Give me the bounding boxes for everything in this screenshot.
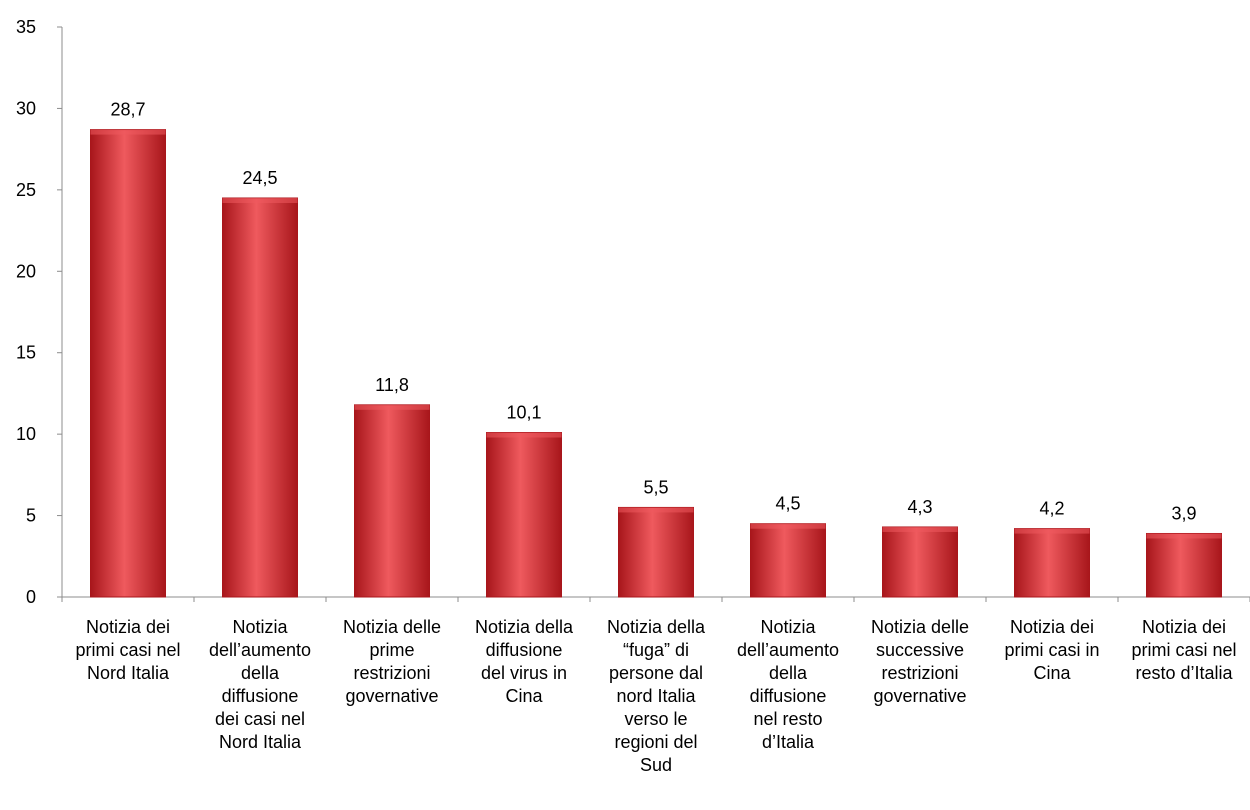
bar-body: [90, 129, 166, 598]
bar-body: [882, 526, 958, 598]
data-label: 4,3: [907, 497, 932, 517]
data-label: 4,2: [1039, 499, 1064, 519]
bar: [486, 432, 562, 598]
data-label: 28,7: [110, 100, 145, 120]
bar: [1014, 528, 1090, 598]
data-label: 4,5: [775, 494, 800, 514]
bar: [354, 404, 430, 598]
bar-body: [618, 506, 694, 598]
y-tick-label: 35: [16, 17, 36, 37]
x-category-label: Notizia dei primi casi nel Nord Italia: [75, 617, 180, 683]
y-tick-label: 15: [16, 343, 36, 363]
bar-highlight: [1146, 533, 1222, 539]
data-labels: 28,7 24,5 11,8 10,1 5,5 4,5 4,3 4,2 3,9: [110, 100, 1196, 524]
bar-body: [222, 197, 298, 598]
category-labels: Notizia dei primi casi nel Nord Italia Noti…: [75, 617, 1236, 775]
x-category-label: Notizia delle prime restrizioni governative: [343, 617, 441, 706]
x-category-label: Notizia dei primi casi in Cina: [1004, 617, 1099, 683]
y-tick-label: 10: [16, 424, 36, 444]
bar: [222, 197, 298, 598]
x-category-label: Notizia della “fuga” di persone dal nord It…: [607, 617, 706, 775]
x-category-label: Notizia della diffusione del virus in Cina: [475, 617, 574, 706]
bar: [90, 129, 166, 598]
bar-highlight: [354, 404, 430, 410]
data-label: 24,5: [242, 168, 277, 188]
bar-highlight: [222, 198, 298, 203]
data-label: 3,9: [1171, 503, 1196, 523]
y-tick-label: 0: [26, 587, 36, 607]
data-label: 11,8: [375, 375, 409, 395]
bar-highlight: [750, 523, 826, 529]
bar: [618, 506, 694, 598]
bars: [90, 129, 1222, 598]
bar-body: [354, 404, 430, 598]
bar: [750, 523, 826, 598]
x-category-label: Notizia dei primi casi nel resto d’Italia: [1131, 617, 1236, 683]
y-tick-label: 5: [26, 506, 36, 526]
data-label: 5,5: [643, 477, 668, 497]
bar: [1146, 532, 1222, 598]
bar-body: [1014, 528, 1090, 598]
bar-body: [1146, 532, 1222, 598]
y-tick-label: 25: [16, 180, 36, 200]
bar-highlight: [1014, 528, 1090, 534]
x-category-label: Notizia delle successive restrizioni govern…: [871, 617, 969, 706]
x-category-label: Notizia dell’aumento della diffusione nel re…: [737, 617, 839, 752]
bar-body: [486, 432, 562, 598]
bar: [882, 526, 958, 598]
bar-highlight: [618, 507, 694, 513]
x-category-label: Notizia dell’aumento della diffusione dei ca…: [209, 617, 311, 752]
y-tick-label: 30: [16, 98, 36, 118]
bar-highlight: [486, 432, 562, 438]
bar-highlight: [882, 526, 958, 532]
bar-body: [750, 523, 826, 598]
y-tick-label: 20: [16, 261, 36, 281]
bar-highlight: [90, 129, 166, 135]
data-label: 10,1: [506, 403, 541, 423]
y-axis-ticks: 0 5 10 15 20 25 30 35: [16, 17, 62, 607]
